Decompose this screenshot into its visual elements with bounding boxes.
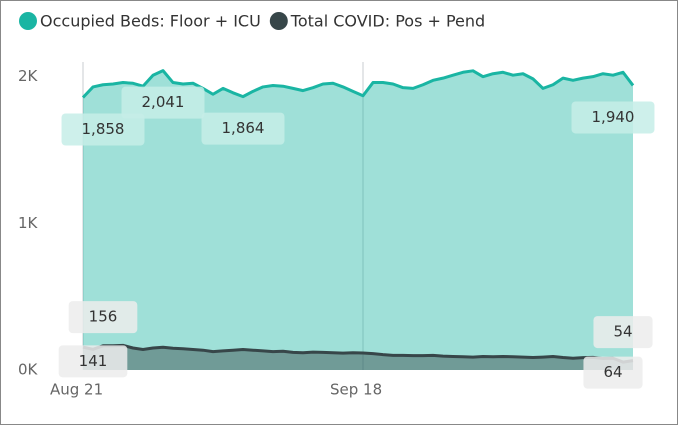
legend-label: Total COVID: Pos + Pend (290, 12, 485, 31)
data-label-text: 1,864 (222, 119, 265, 137)
area (83, 70, 633, 371)
y-tick-label: 1K (18, 214, 39, 232)
data-label-text: 64 (603, 363, 622, 381)
data-label: 1,864 (201, 112, 285, 145)
data-label-text: 1,858 (82, 120, 125, 138)
data-label: 141 (58, 345, 128, 378)
data-label-bg (593, 316, 653, 349)
data-label-bg (61, 113, 145, 146)
data-label: 1,940 (571, 101, 655, 134)
data-label-bg (58, 345, 128, 378)
data-label-bg (68, 301, 138, 334)
line (81, 69, 635, 99)
x-tick-label: Sep 18 (330, 381, 382, 399)
data-label-text: 1,940 (592, 108, 635, 126)
data-label-text: 141 (79, 352, 108, 370)
y-tick-label: 2K (18, 67, 39, 85)
data-label-bg (571, 101, 655, 134)
data-label-text: 54 (613, 323, 632, 341)
x-tick-label: Aug 21 (50, 381, 103, 399)
legend: Occupied Beds: Floor + ICU Total COVID: P… (19, 12, 485, 31)
data-label-bg (583, 356, 643, 389)
legend-swatch (19, 12, 37, 30)
legend-label: Occupied Beds: Floor + ICU (40, 12, 261, 31)
legend-swatch (269, 12, 288, 30)
data-label: 2,041 (121, 86, 205, 119)
data-label: 1,858 (61, 113, 145, 146)
data-label-bg (201, 112, 285, 145)
data-label-bg (121, 86, 205, 119)
data-label: 156 (68, 301, 138, 334)
data-label: 64 (583, 356, 643, 389)
data-label: 54 (593, 316, 653, 349)
data-label-text: 156 (89, 308, 118, 326)
y-tick-label: 0K (18, 361, 39, 379)
line (82, 343, 634, 364)
data-label-text: 2,041 (142, 93, 185, 111)
